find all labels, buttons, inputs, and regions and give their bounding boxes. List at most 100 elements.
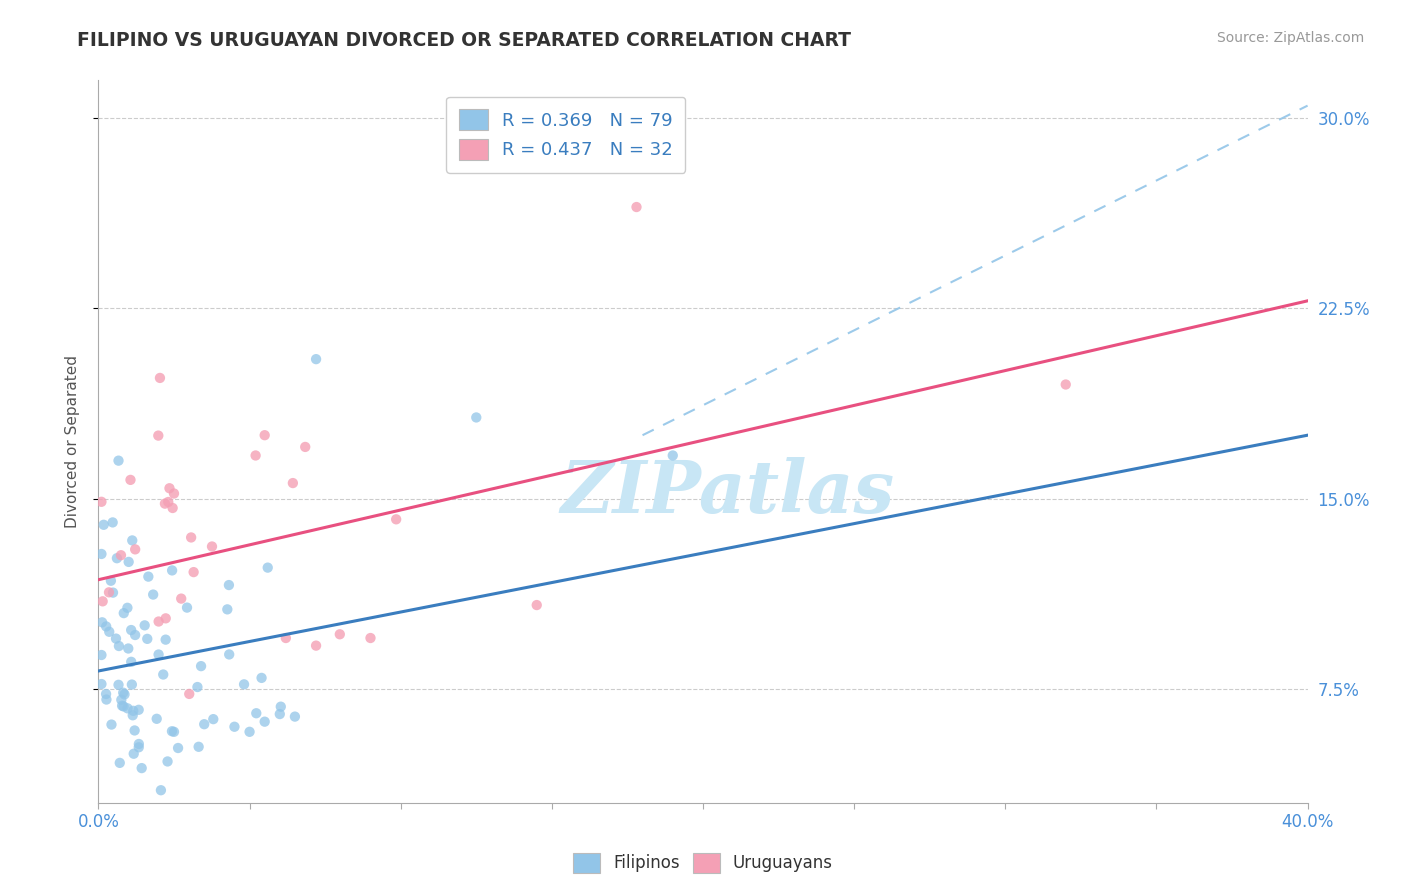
Point [91,615,114,630]
Point [114,687,136,701]
Point [160,724,183,739]
Point [253,428,276,442]
Point [101,516,124,530]
Point [294,440,316,454]
Point [202,712,225,726]
Point [110,548,132,562]
Point [90,677,112,691]
Point [152,667,174,681]
Point [117,641,139,656]
Text: FILIPINO VS URUGUAYAN DIVORCED OR SEPARATED CORRELATION CHART: FILIPINO VS URUGUAYAN DIVORCED OR SEPARA… [77,31,851,50]
Point [156,755,179,769]
Point [167,741,190,756]
Point [122,704,145,718]
Point [112,606,135,620]
Point [176,600,198,615]
Point [122,747,145,761]
Text: ZIPatlas: ZIPatlas [560,457,894,527]
Point [100,717,122,731]
Point [112,686,135,700]
Point [218,578,240,592]
Point [108,639,131,653]
Point [128,703,150,717]
Point [124,723,146,738]
Point [90,648,112,662]
Point [98,585,121,599]
Point [105,551,128,566]
Point [190,659,212,673]
Point [224,720,246,734]
Point [256,560,278,574]
Point [180,531,202,545]
Point [121,708,143,723]
Point [96,619,118,633]
Point [201,540,224,554]
Point [160,563,183,577]
Point [170,591,193,606]
Point [187,739,209,754]
Point [148,648,170,662]
Point [153,497,176,511]
Point [120,623,142,637]
Point [149,371,172,385]
Point [120,473,142,487]
Point [245,449,267,463]
Point [108,756,131,770]
Point [270,699,292,714]
Point [124,542,146,557]
Point [239,724,262,739]
Point [281,476,304,491]
Point [155,611,177,625]
Point [112,699,135,714]
Point [465,410,488,425]
Point [385,512,408,526]
Point [121,677,143,691]
Point [94,687,117,701]
Point [233,677,256,691]
Point [155,632,177,647]
Point [1054,377,1077,392]
Point [128,740,150,755]
Point [661,449,683,463]
Point [218,648,240,662]
Point [121,533,143,548]
Point [131,761,153,775]
Point [138,569,160,583]
Y-axis label: Divorced or Separated: Divorced or Separated [65,355,80,528]
Point [360,631,382,645]
Point [111,698,134,713]
Point [110,693,132,707]
Point [274,631,297,645]
Point [250,671,273,685]
Point [91,594,114,608]
Point [100,574,122,588]
Point [162,500,184,515]
Point [305,639,328,653]
Point [305,352,328,367]
Point [183,565,205,579]
Point [142,588,165,602]
Point [93,517,115,532]
Point [163,724,186,739]
Point [148,615,170,629]
Point [163,486,186,500]
Text: Source: ZipAtlas.com: Source: ZipAtlas.com [1216,31,1364,45]
Point [245,706,267,721]
Point [626,200,648,214]
Point [269,707,291,722]
Point [284,709,307,723]
Point [128,737,150,751]
Point [526,598,548,612]
Legend: Filipinos, Uruguayans: Filipinos, Uruguayans [567,847,839,880]
Point [124,628,146,642]
Legend: R = 0.369   N = 79, R = 0.437   N = 32: R = 0.369 N = 79, R = 0.437 N = 32 [446,96,685,172]
Point [159,481,181,495]
Point [193,717,215,731]
Point [105,632,128,646]
Point [90,547,112,561]
Point [148,428,170,442]
Point [107,453,129,467]
Point [186,680,208,694]
Point [157,495,180,509]
Point [98,624,121,639]
